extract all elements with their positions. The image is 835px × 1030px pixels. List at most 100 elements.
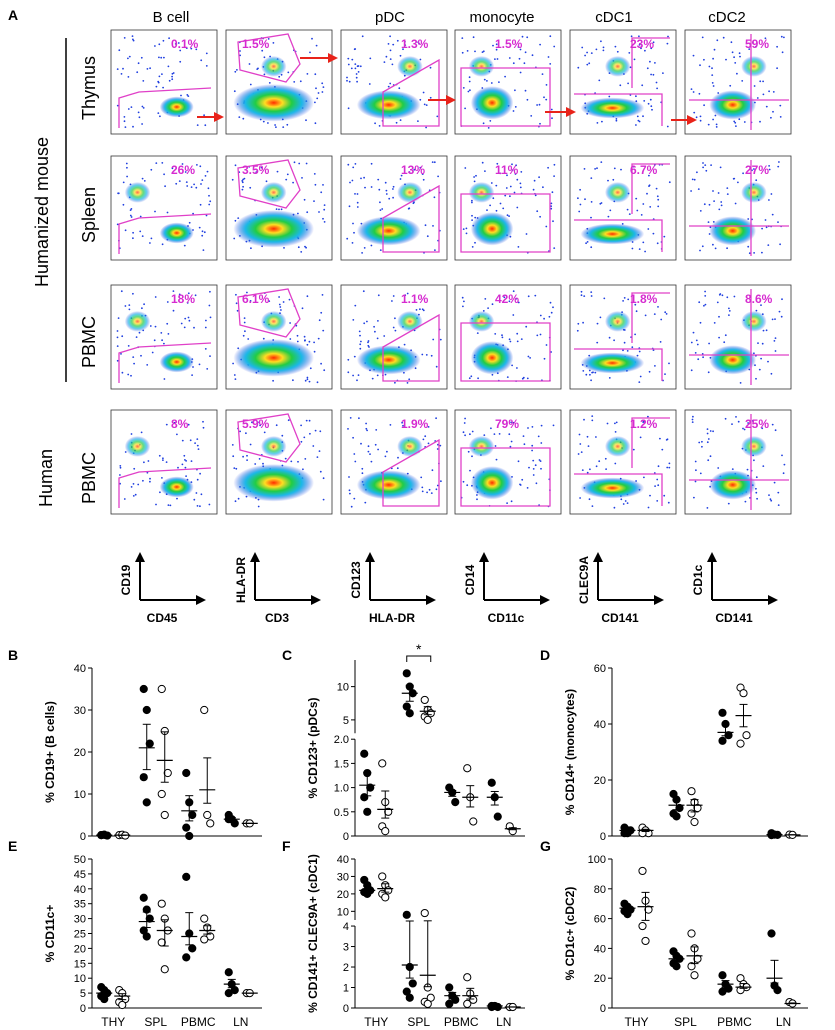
event-dot: [246, 459, 248, 461]
data-point: [672, 962, 681, 971]
event-dot: [770, 499, 773, 502]
event-dot: [656, 242, 659, 245]
event-dot: [425, 104, 428, 106]
event-dot: [116, 336, 119, 339]
event-dot: [662, 72, 664, 74]
event-dot: [469, 433, 471, 436]
event-dot: [124, 126, 127, 128]
group-label-humanized-mouse: Humanized mouse: [32, 137, 52, 287]
event-dot: [239, 430, 241, 433]
event-dot: [668, 462, 671, 465]
data-point: [445, 999, 454, 1009]
event-dot: [196, 438, 199, 440]
event-dot: [426, 235, 429, 238]
event-dot: [300, 424, 302, 427]
y-tick-label: 1: [343, 983, 349, 995]
event-dot: [724, 417, 727, 420]
event-dot: [376, 374, 379, 377]
event-dot: [739, 55, 741, 58]
event-dot: [638, 248, 641, 250]
event-dot: [123, 120, 126, 123]
event-dot: [265, 180, 268, 183]
event-dot: [553, 175, 555, 177]
event-dot: [506, 376, 509, 378]
event-dot: [640, 214, 643, 216]
event-dot: [353, 48, 356, 51]
event-dot: [731, 468, 734, 470]
event-dot: [499, 202, 502, 205]
event-dot: [403, 343, 406, 346]
event-dot: [369, 57, 372, 60]
event-dot: [751, 420, 754, 422]
event-dot: [707, 371, 710, 374]
x-tick-label: THY: [625, 1015, 649, 1029]
x-tick-label: THY: [101, 1015, 125, 1029]
event-dot: [138, 331, 141, 334]
event-dot: [644, 49, 646, 52]
event-dot: [437, 443, 439, 446]
event-dot: [198, 363, 201, 366]
event-dot: [508, 433, 511, 436]
event-dot: [392, 43, 395, 46]
event-dot: [650, 47, 653, 50]
event-dot: [171, 167, 174, 170]
event-dot: [308, 419, 311, 422]
event-dot: [367, 344, 370, 347]
event-dot: [154, 210, 156, 213]
data-point: [157, 899, 166, 908]
event-dot: [378, 125, 381, 127]
chart-letter: C: [282, 647, 292, 663]
event-dot: [314, 183, 317, 186]
event-dot: [188, 221, 191, 224]
event-dot: [536, 104, 538, 106]
event-dot: [696, 171, 698, 174]
event-dot: [774, 337, 777, 339]
density-cluster: [260, 311, 287, 332]
event-dot: [139, 215, 142, 218]
event-dot: [312, 445, 315, 447]
event-dot: [127, 57, 129, 60]
event-dot: [192, 366, 194, 368]
event-dot: [534, 294, 537, 297]
event-dot: [394, 381, 396, 384]
event-dot: [469, 469, 471, 472]
event-dot: [190, 460, 193, 462]
data-point: [157, 789, 166, 799]
event-dot: [534, 194, 537, 197]
event-dot: [196, 444, 199, 447]
event-dot: [149, 242, 151, 244]
density-cluster: [233, 339, 314, 377]
gate-percent: 27%: [745, 163, 769, 177]
event-dot: [483, 434, 486, 436]
y-tick-label: 35: [74, 899, 86, 911]
event-dot: [598, 460, 601, 463]
event-dot: [169, 504, 172, 507]
event-dot: [718, 208, 721, 211]
event-dot: [422, 91, 425, 94]
y-tick-label: 4: [343, 921, 349, 933]
event-dot: [496, 58, 499, 60]
density-cluster: [356, 470, 421, 500]
event-dot: [358, 417, 360, 420]
event-dot: [162, 39, 165, 42]
event-dot: [130, 486, 133, 488]
event-dot: [363, 247, 366, 249]
event-dot: [467, 90, 470, 93]
event-dot: [758, 368, 761, 371]
event-dot: [647, 102, 650, 105]
event-dot: [519, 483, 521, 486]
event-dot: [654, 62, 656, 64]
data-point: [145, 914, 154, 923]
y-tick-label: 20: [74, 747, 86, 759]
event-dot: [491, 303, 494, 306]
event-dot: [463, 300, 465, 303]
event-dot: [149, 67, 151, 70]
data-point: [378, 759, 387, 768]
event-dot: [287, 419, 290, 422]
event-dot: [774, 429, 777, 432]
event-dot: [306, 73, 309, 75]
event-dot: [656, 478, 659, 481]
event-dot: [762, 80, 764, 83]
event-dot: [392, 326, 395, 329]
event-dot: [185, 460, 187, 462]
